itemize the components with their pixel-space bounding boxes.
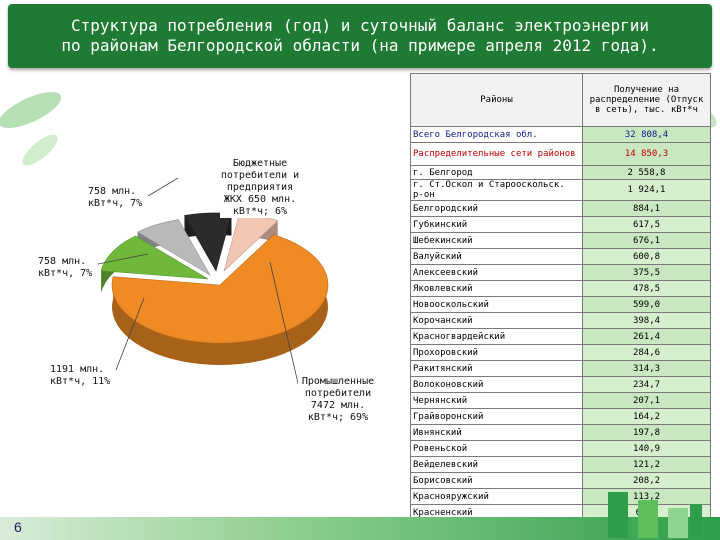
district-value: 261,4	[582, 328, 711, 345]
slide-title-line2: по районам Белгородской области (на прим…	[61, 36, 659, 55]
table-row: Чернянский 207,1	[410, 392, 711, 409]
district-name: Ракитянский	[410, 360, 583, 377]
table-row: Прохоровский 284,6	[410, 344, 711, 361]
district-value: 617,5	[582, 216, 711, 233]
district-value: 197,8	[582, 424, 711, 441]
district-name: Краснояружский	[410, 488, 583, 505]
district-name: Распределительные сети районов	[410, 142, 583, 166]
district-name: г. Ст.Оскол и Старооскольск. р-он	[410, 179, 583, 201]
pie-slice-1	[100, 235, 209, 280]
district-value: 208,2	[582, 472, 711, 489]
corner-logo-icon	[608, 492, 702, 538]
table-row: Волоконовский 234,7	[410, 376, 711, 393]
slide-title-line1: Структура потребления (год) и суточный б…	[71, 16, 649, 35]
district-value: 600,8	[582, 248, 711, 265]
district-name: Красногвардейский	[410, 328, 583, 345]
table-row: Новооскольский 599,0	[410, 296, 711, 313]
table-row: Белгородский 884,1	[410, 200, 711, 217]
slice-label-dark: 758 млн. кВт*ч, 7%	[38, 256, 98, 280]
table-row: Борисовский 208,2	[410, 472, 711, 489]
district-value: 478,5	[582, 280, 711, 297]
district-name: Валуйский	[410, 248, 583, 265]
district-value: 121,2	[582, 456, 711, 473]
district-value: 164,2	[582, 408, 711, 425]
district-value: 375,5	[582, 264, 711, 281]
leader-line	[147, 177, 179, 197]
district-value: 32 808,4	[582, 126, 711, 143]
district-value: 234,7	[582, 376, 711, 393]
title-banner: Структура потребления (год) и суточный б…	[8, 4, 712, 68]
table-row: Шебекинский 676,1	[410, 232, 711, 249]
district-value: 14 850,3	[582, 142, 711, 166]
district-name: Ровеньской	[410, 440, 583, 457]
district-value: 314,3	[582, 360, 711, 377]
header-value: Получение на распределение (Отпуск в сет…	[582, 73, 711, 127]
district-name: Корочанский	[410, 312, 583, 329]
district-value: 140,9	[582, 440, 711, 457]
district-name: Всего Белгородская обл.	[410, 126, 583, 143]
leader-line	[97, 253, 149, 265]
district-name: Борисовский	[410, 472, 583, 489]
table-row: Грайворонский 164,2	[410, 408, 711, 425]
district-name: Белгородский	[410, 200, 583, 217]
district-value: 284,6	[582, 344, 711, 361]
leader-line	[115, 297, 145, 371]
pie-slice-2	[136, 219, 211, 276]
table-row: Красногвардейский 261,4	[410, 328, 711, 345]
district-name: Губкинский	[410, 216, 583, 233]
table-row: Корочанский 398,4	[410, 312, 711, 329]
district-name: Грайворонский	[410, 408, 583, 425]
table-row: Вейделевский 121,2	[410, 456, 711, 473]
district-value: 676,1	[582, 232, 711, 249]
table-row: Всего Белгородская обл. 32 808,4	[410, 126, 711, 143]
table-row: Распределительные сети районов 14 850,3	[410, 142, 711, 166]
district-value: 207,1	[582, 392, 711, 409]
district-name: г. Белгород	[410, 165, 583, 180]
table-row: г. Ст.Оскол и Старооскольск. р-он 1 924,1	[410, 179, 711, 201]
page-number: 6	[14, 519, 22, 535]
district-name: Прохоровский	[410, 344, 583, 361]
consumption-pie-chart	[97, 167, 329, 393]
table-row: Губкинский 617,5	[410, 216, 711, 233]
slice-label-industrial: Промышленные потребители 7472 млн. кВт*ч…	[298, 376, 378, 424]
pie-slice-0	[111, 234, 329, 344]
slice-label-gray: 758 млн. кВт*ч, 7%	[88, 186, 148, 210]
table-row: Ровеньской 140,9	[410, 440, 711, 457]
table-row: Ракитянский 314,3	[410, 360, 711, 377]
table-row: Валуйский 600,8	[410, 248, 711, 265]
district-name: Алексеевский	[410, 264, 583, 281]
slice-label-budget: Бюджетные потребители и предприятия ЖКХ …	[220, 158, 300, 218]
footer-bar	[0, 517, 720, 540]
table-row: Яковлевский 478,5	[410, 280, 711, 297]
district-name: Новооскольский	[410, 296, 583, 313]
table-row: Ивнянский 197,8	[410, 424, 711, 441]
district-value: 599,0	[582, 296, 711, 313]
district-value: 2 558,8	[582, 165, 711, 180]
header-districts: Районы	[410, 73, 583, 127]
district-name: Вейделевский	[410, 456, 583, 473]
district-name: Волоконовский	[410, 376, 583, 393]
table-row: г. Белгород 2 558,8	[410, 165, 711, 180]
leader-line	[269, 261, 301, 393]
district-name: Ивнянский	[410, 424, 583, 441]
slice-label-green: 1191 млн. кВт*ч, 11%	[50, 364, 114, 388]
district-value: 884,1	[582, 200, 711, 217]
district-name: Яковлевский	[410, 280, 583, 297]
district-value: 398,4	[582, 312, 711, 329]
district-table: Районы Получение на распределение (Отпус…	[410, 73, 711, 521]
table-row: Алексеевский 375,5	[410, 264, 711, 281]
district-value: 1 924,1	[582, 179, 711, 201]
district-name: Чернянский	[410, 392, 583, 409]
district-name: Шебекинский	[410, 232, 583, 249]
